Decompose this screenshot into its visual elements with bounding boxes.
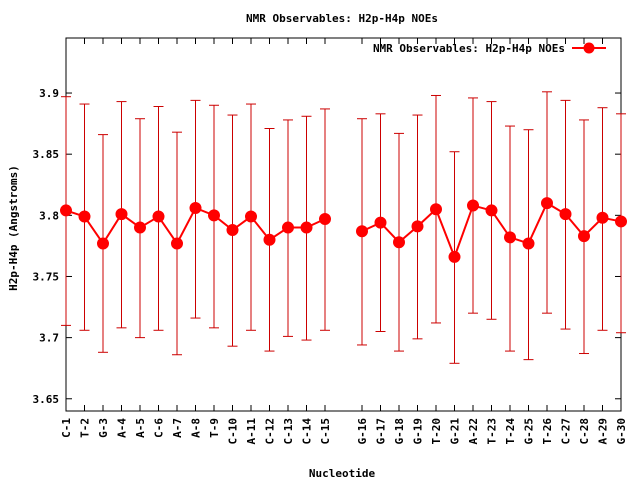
- y-tick-label: 3.7: [39, 332, 59, 345]
- data-point: [596, 211, 609, 224]
- data-point: [189, 201, 202, 214]
- data-point: [319, 212, 331, 225]
- data-point: [115, 208, 128, 221]
- data-point: [152, 210, 165, 223]
- data-point: [245, 210, 257, 223]
- x-tick-label: G-30: [615, 418, 628, 445]
- data-point: [263, 233, 276, 246]
- data-point: [393, 236, 405, 249]
- x-tick-label: T-20: [430, 418, 443, 445]
- x-tick-label: G-25: [523, 418, 536, 445]
- y-tick-label: 3.9: [39, 87, 59, 100]
- y-tick-label: 3.75: [33, 270, 60, 283]
- data-point: [411, 220, 424, 233]
- y-tick-label: 3.65: [33, 393, 60, 406]
- data-point: [171, 237, 183, 250]
- data-point: [541, 197, 553, 210]
- data-point: [356, 225, 368, 238]
- legend: NMR Observables: H2p-H4p NOEs: [373, 42, 606, 55]
- data-point: [559, 208, 572, 221]
- x-tick-label: C-13: [282, 418, 295, 445]
- chart-title: NMR Observables: H2p-H4p NOEs: [246, 12, 438, 25]
- legend-marker: [583, 42, 595, 54]
- x-tick-label: A-11: [245, 418, 258, 445]
- y-tick-label: 3.8: [39, 209, 59, 222]
- x-tick-label: C-14: [301, 418, 314, 445]
- x-tick-label: C-6: [153, 418, 166, 438]
- x-tick-label: A-22: [467, 418, 480, 445]
- data-point: [60, 204, 72, 217]
- x-tick-label: T-24: [504, 418, 517, 445]
- x-tick-label: A-5: [134, 418, 147, 438]
- x-tick-label: T-2: [79, 418, 92, 438]
- x-tick-label: C-12: [264, 418, 277, 445]
- data-point: [282, 221, 294, 234]
- data-point: [467, 199, 479, 212]
- data-point: [78, 210, 91, 223]
- x-tick-label: C-10: [227, 418, 240, 445]
- x-tick-label: G-3: [97, 418, 110, 438]
- x-tick-label: G-16: [356, 418, 369, 445]
- data-point: [226, 224, 239, 237]
- data-point: [97, 237, 109, 250]
- x-tick-label: A-8: [190, 418, 203, 438]
- x-tick-label: C-27: [560, 418, 573, 445]
- data-point: [578, 230, 590, 243]
- data-point: [208, 209, 220, 222]
- x-tick-label: C-15: [319, 418, 332, 445]
- x-tick-label: G-19: [412, 418, 425, 445]
- data-point: [300, 221, 313, 234]
- x-tick-label: T-26: [541, 418, 554, 445]
- x-tick-label: C-1: [60, 418, 73, 438]
- data-point: [430, 203, 442, 216]
- x-tick-label: A-4: [116, 418, 129, 438]
- x-tick-label: A-7: [171, 418, 184, 438]
- x-tick-label: A-29: [597, 418, 610, 445]
- data-point: [504, 231, 516, 244]
- data-point: [448, 250, 461, 263]
- x-tick-label: G-17: [375, 418, 388, 445]
- y-axis-label: H2p-H4p (Angstroms): [7, 165, 20, 291]
- data-point: [374, 216, 387, 229]
- x-tick-label: C-28: [578, 418, 591, 445]
- data-point: [522, 237, 535, 250]
- x-tick-label: G-18: [393, 418, 406, 445]
- x-axis-label: Nucleotide: [309, 467, 376, 480]
- x-axis: C-1 T-2 G-3 A-4 A-5 C-6 A-7 A-8 T-9 C-10 A-11 C-12 C…: [60, 38, 628, 445]
- legend-label: NMR Observables: H2p-H4p NOEs: [373, 42, 565, 55]
- y-tick-label: 3.85: [33, 148, 60, 161]
- data-point: [134, 221, 146, 234]
- data-points: [60, 197, 627, 263]
- x-tick-label: T-23: [486, 418, 499, 445]
- x-tick-label: T-9: [208, 418, 221, 438]
- x-tick-label: G-21: [449, 418, 462, 445]
- data-point: [485, 204, 498, 217]
- data-point: [615, 215, 627, 228]
